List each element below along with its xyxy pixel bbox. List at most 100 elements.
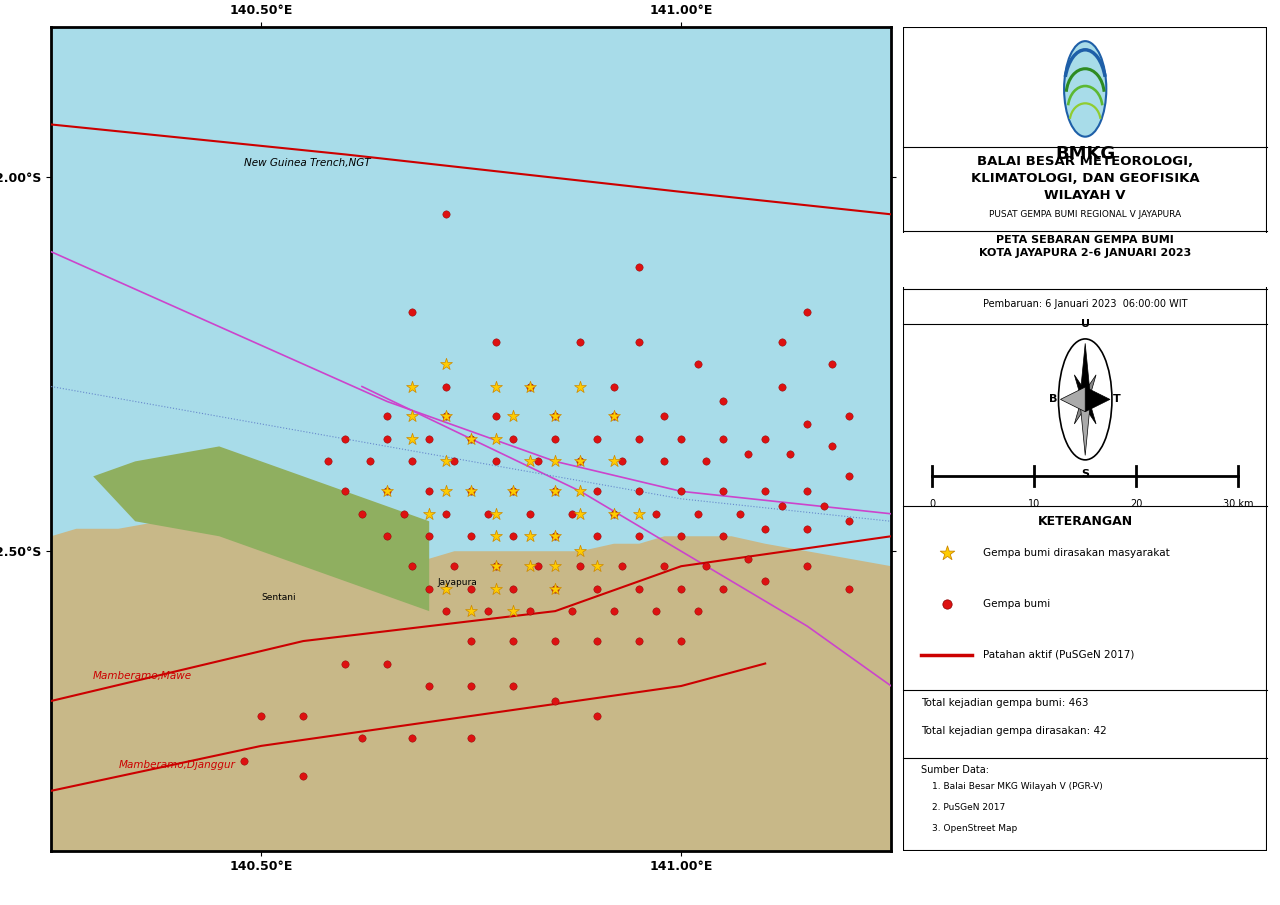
Polygon shape [1083, 395, 1096, 424]
Point [376, 432, 397, 446]
Point [838, 514, 859, 529]
Point [444, 559, 465, 574]
Point [628, 507, 649, 521]
Text: Mamberamo,Djanggur: Mamberamo,Djanggur [118, 760, 236, 770]
Point [570, 454, 590, 469]
Text: B: B [1050, 395, 1057, 405]
Point [402, 379, 422, 394]
Point [545, 559, 566, 574]
Point [545, 694, 566, 709]
Text: 1. Balai Besar MKG Wilayah V (PGR-V): 1. Balai Besar MKG Wilayah V (PGR-V) [932, 782, 1103, 791]
FancyBboxPatch shape [904, 27, 1267, 851]
Point [604, 379, 625, 394]
Point [402, 454, 422, 469]
Point [486, 559, 507, 574]
Point [419, 679, 439, 693]
Point [486, 454, 507, 469]
Text: Patahan aktif (PuSGeN 2017): Patahan aktif (PuSGeN 2017) [983, 650, 1134, 660]
Point [477, 507, 498, 521]
Point [435, 379, 456, 394]
Point [461, 679, 481, 693]
Point [486, 432, 507, 446]
Text: BALAI BESAR METEOROLOGI,
KLIMATOLOGI, DAN GEOFISIKA
WILAYAH V: BALAI BESAR METEOROLOGI, KLIMATOLOGI, DA… [972, 155, 1199, 202]
Point [588, 709, 608, 723]
Point [477, 604, 498, 618]
Point [687, 604, 708, 618]
Text: T: T [1114, 395, 1121, 405]
Point [461, 731, 481, 746]
Point [503, 679, 524, 693]
Point [376, 656, 397, 671]
Point [545, 484, 566, 499]
Point [461, 484, 481, 499]
Point [435, 604, 456, 618]
Point [435, 484, 456, 499]
Point [604, 409, 625, 424]
Point [435, 409, 456, 424]
Text: 0: 0 [929, 499, 936, 509]
Point [545, 529, 566, 544]
Point [838, 469, 859, 483]
Point [570, 379, 590, 394]
Point [713, 581, 733, 595]
Point [687, 507, 708, 521]
Point [755, 521, 776, 536]
Point [730, 507, 750, 521]
Point [671, 634, 691, 648]
Point [739, 447, 759, 462]
Text: PUSAT GEMPA BUMI REGIONAL V JAYAPURA: PUSAT GEMPA BUMI REGIONAL V JAYAPURA [989, 210, 1181, 219]
Point [545, 529, 566, 544]
Point [628, 432, 649, 446]
Point [376, 529, 397, 544]
Text: S: S [1082, 470, 1089, 480]
Point [588, 634, 608, 648]
Point [545, 409, 566, 424]
Point [461, 484, 481, 499]
Point [486, 529, 507, 544]
Point [713, 395, 733, 409]
Point [419, 581, 439, 595]
Point [671, 484, 691, 499]
Point [352, 731, 372, 746]
Point [419, 507, 439, 521]
Point [755, 484, 776, 499]
Point [486, 334, 507, 348]
Point [654, 559, 675, 574]
Point [570, 334, 590, 348]
Point [696, 559, 717, 574]
Point [486, 379, 507, 394]
Point [654, 409, 675, 424]
Point [419, 484, 439, 499]
Text: 2. PuSGeN 2017: 2. PuSGeN 2017 [932, 803, 1006, 812]
Point [529, 559, 549, 574]
Point [713, 484, 733, 499]
Text: Mamberamo,Mawe: Mamberamo,Mawe [93, 671, 192, 681]
Point [772, 379, 792, 394]
Point [335, 432, 356, 446]
Polygon shape [1074, 395, 1088, 424]
Text: Total kejadian gempa dirasakan: 42: Total kejadian gempa dirasakan: 42 [922, 726, 1107, 736]
Point [545, 581, 566, 595]
Point [797, 304, 818, 319]
Point [435, 454, 456, 469]
Point [814, 499, 835, 513]
Point [435, 507, 456, 521]
Point [628, 529, 649, 544]
Point [570, 559, 590, 574]
Point [838, 409, 859, 424]
Text: BMKG: BMKG [1055, 145, 1115, 163]
Text: 20: 20 [1130, 499, 1142, 509]
Point [319, 454, 339, 469]
Text: Sentani: Sentani [261, 593, 296, 602]
Polygon shape [1080, 343, 1091, 399]
Point [335, 656, 356, 671]
Polygon shape [93, 446, 429, 611]
Text: 30 km: 30 km [1222, 499, 1253, 509]
Text: Gempa bumi: Gempa bumi [983, 598, 1051, 609]
Text: 10: 10 [1028, 499, 1041, 509]
Point [251, 709, 271, 723]
Circle shape [1064, 41, 1106, 137]
Text: Jayapura: Jayapura [438, 578, 477, 587]
Point [503, 484, 524, 499]
Point [352, 507, 372, 521]
